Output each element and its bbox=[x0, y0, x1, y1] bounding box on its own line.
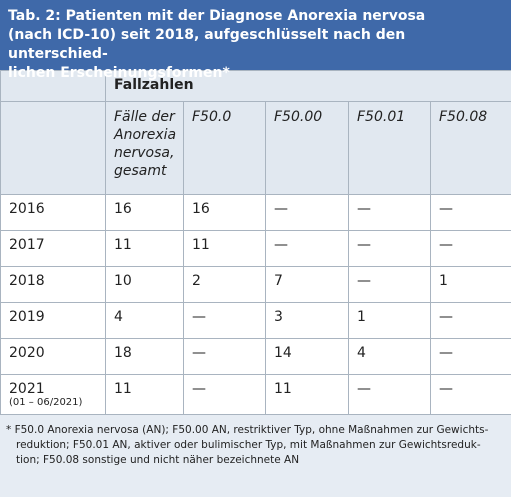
year: 2016 bbox=[9, 201, 45, 217]
value-cell: — bbox=[183, 374, 266, 415]
table: Fallzahlen Fälle der Anorexia nervosa, ge… bbox=[0, 70, 511, 415]
value-cell: — bbox=[429, 338, 511, 375]
value-cell: 11 bbox=[105, 230, 184, 267]
data-row: 2016 16 16— — — bbox=[0, 194, 511, 231]
column-header: F50.00 bbox=[265, 101, 349, 195]
title-line: (nach ICD-10) seit 2018, aufgeschlüsselt… bbox=[8, 27, 406, 62]
data-row: 2017 11 11— — — bbox=[0, 230, 511, 267]
column-header: Fälle der Anorexia nervosa, gesamt bbox=[105, 101, 184, 195]
value-cell: 11 bbox=[105, 374, 184, 415]
year-cell: 2016 bbox=[0, 194, 106, 231]
value-cell: — bbox=[429, 230, 511, 267]
title-bar: Tab. 2: Patienten mit der Diagnose Anore… bbox=[0, 0, 511, 81]
value-cell: 16 bbox=[105, 194, 184, 231]
year: 2019 bbox=[9, 309, 45, 325]
year-cell: 2017 bbox=[0, 230, 106, 267]
value-cell: — bbox=[429, 302, 511, 339]
value-cell: 1 bbox=[429, 266, 511, 303]
value-cell: 3 bbox=[265, 302, 349, 339]
value-cell: 10 bbox=[105, 266, 184, 303]
value-cell: 11 bbox=[265, 374, 349, 415]
value-cell: — bbox=[348, 194, 431, 231]
value-cell: 4 bbox=[348, 338, 431, 375]
value-cell: 7 bbox=[265, 266, 349, 303]
year: 2017 bbox=[9, 237, 45, 253]
year: 2020 bbox=[9, 345, 45, 361]
value-cell: 4 bbox=[105, 302, 184, 339]
title-line: Tab. 2: Patienten mit der Diagnose Anore… bbox=[8, 8, 426, 24]
data-row: 2019 4—3 1— bbox=[0, 302, 511, 339]
value-cell: — bbox=[348, 266, 431, 303]
value-cell: — bbox=[183, 338, 266, 375]
footnote-line: reduktion; F50.01 AN, aktiver oder bulim… bbox=[16, 439, 481, 451]
value-cell: 18 bbox=[105, 338, 184, 375]
data-row: 2018 10 2 7—1 bbox=[0, 266, 511, 303]
data-row: 2020 18—14 4— bbox=[0, 338, 511, 375]
value-cell: 1 bbox=[348, 302, 431, 339]
corner-cell bbox=[0, 101, 106, 195]
value-cell: 2 bbox=[183, 266, 266, 303]
column-header: F50.0 bbox=[183, 101, 266, 195]
value-cell: — bbox=[265, 230, 349, 267]
value-cell: — bbox=[348, 374, 431, 415]
footnote-line: * F50.0 Anorexia nervosa (AN); F50.00 AN… bbox=[6, 424, 489, 436]
year-cell: 2018 bbox=[0, 266, 106, 303]
value-cell: — bbox=[183, 302, 266, 339]
value-cell: — bbox=[429, 374, 511, 415]
year-note: (01 – 06/2021) bbox=[9, 397, 83, 408]
footnote: * F50.0 Anorexia nervosa (AN); F50.00 AN… bbox=[0, 415, 511, 476]
footnote-line: tion; F50.08 sonstige und nicht näher be… bbox=[16, 454, 300, 466]
value-cell: — bbox=[348, 230, 431, 267]
year-cell: 2021 (01 – 06/2021) bbox=[0, 374, 106, 415]
data-row: 2021 (01 – 06/2021) 11—11— — bbox=[0, 374, 511, 415]
year: 2018 bbox=[9, 273, 45, 289]
value-cell: — bbox=[429, 194, 511, 231]
value-cell: 16 bbox=[183, 194, 266, 231]
year: 2021 bbox=[9, 381, 45, 397]
value-cell: 14 bbox=[265, 338, 349, 375]
value-cell: 11 bbox=[183, 230, 266, 267]
year-cell: 2020 bbox=[0, 338, 106, 375]
column-header: F50.01 bbox=[348, 101, 431, 195]
column-header: F50.08 bbox=[429, 101, 511, 195]
value-cell: — bbox=[265, 194, 349, 231]
year-cell: 2019 bbox=[0, 302, 106, 339]
subheader-row: Fälle der Anorexia nervosa, gesamt F50.0 F… bbox=[0, 101, 511, 195]
